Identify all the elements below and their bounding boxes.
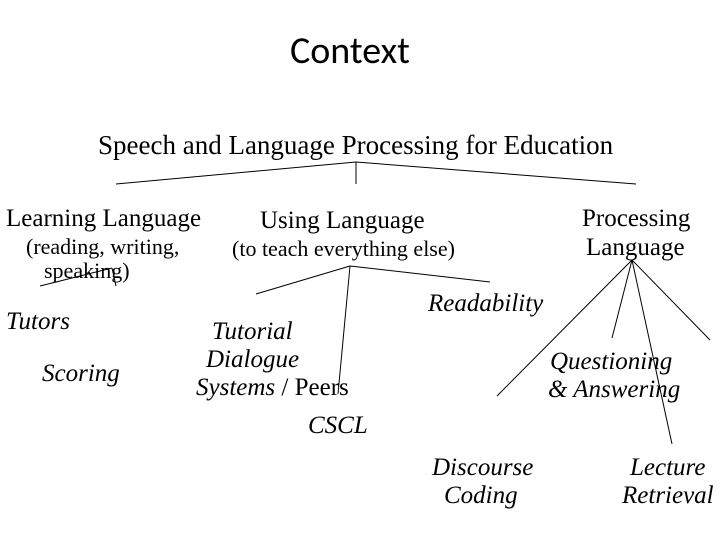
leaf-readability: Readability <box>428 290 543 318</box>
leaf-tds-3b: / Peers <box>275 374 349 401</box>
leaf-cscl: CSCL <box>308 412 368 440</box>
leaf-qa-1: Questioning <box>550 348 672 376</box>
leaf-tds-1: Tutorial <box>212 318 293 346</box>
branch-using: Using Language <box>260 207 425 235</box>
branch-processing-2: Language <box>586 234 685 262</box>
page-title: Context <box>290 28 410 74</box>
leaf-tds-3: Systems / Peers <box>196 374 349 402</box>
leaf-qa-2: & Answering <box>548 376 680 404</box>
branch-learning-sub1: (reading, writing, <box>26 234 179 260</box>
leaf-scoring: Scoring <box>42 360 120 388</box>
branch-using-sub: (to teach everything else) <box>232 236 455 262</box>
leaf-lr-1: Lecture <box>630 454 705 482</box>
leaf-tutors: Tutors <box>6 308 70 336</box>
leaf-tds-2: Dialogue <box>206 346 299 374</box>
branch-learning-sub2: speaking) <box>44 258 130 284</box>
diagram-stage: Context Speech and Language Processing f… <box>0 0 720 540</box>
leaf-dc-1: Discourse <box>432 454 533 482</box>
root-node: Speech and Language Processing for Educa… <box>98 130 613 161</box>
branch-processing-1: Processing <box>582 205 690 233</box>
leaf-tds-3a: Systems <box>196 374 275 401</box>
branch-learning: Learning Language <box>6 205 201 233</box>
leaf-lr-2: Retrieval <box>622 482 714 510</box>
leaf-dc-2: Coding <box>444 482 518 510</box>
